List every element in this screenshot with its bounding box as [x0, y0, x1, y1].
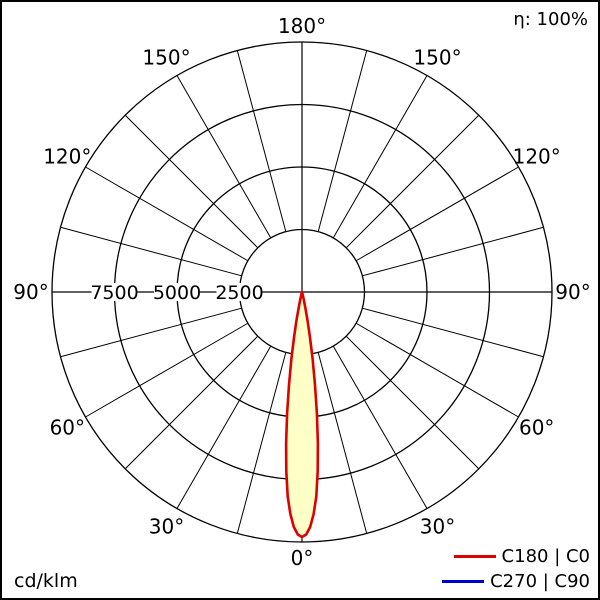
- legend-label-c180-c0: C180 | C0: [501, 546, 590, 567]
- svg-text:120°: 120°: [513, 145, 561, 169]
- svg-text:7500: 7500: [90, 282, 138, 304]
- svg-text:60°: 60°: [519, 416, 554, 440]
- legend-item-c270-c90: C270 | C90: [442, 571, 590, 592]
- svg-text:60°: 60°: [50, 416, 85, 440]
- legend-label-c270-c90: C270 | C90: [490, 571, 590, 592]
- svg-text:30°: 30°: [420, 515, 455, 539]
- svg-text:150°: 150°: [413, 45, 461, 69]
- svg-text:150°: 150°: [142, 45, 190, 69]
- legend-line-red-icon: [453, 555, 496, 558]
- legend-item-c180-c0: C180 | C0: [453, 546, 590, 567]
- svg-text:120°: 120°: [43, 145, 91, 169]
- svg-text:90°: 90°: [555, 280, 590, 304]
- legend-line-blue-icon: [442, 580, 485, 583]
- efficiency-label: η: 100%: [513, 9, 588, 30]
- svg-text:30°: 30°: [149, 515, 184, 539]
- unit-label: cd/klm: [14, 570, 78, 592]
- legend: C180 | C0 C270 | C90: [442, 546, 590, 592]
- svg-text:180°: 180°: [278, 14, 326, 38]
- svg-text:90°: 90°: [13, 280, 48, 304]
- svg-text:2500: 2500: [215, 282, 263, 304]
- svg-text:5000: 5000: [153, 282, 201, 304]
- svg-text:0°: 0°: [291, 546, 314, 570]
